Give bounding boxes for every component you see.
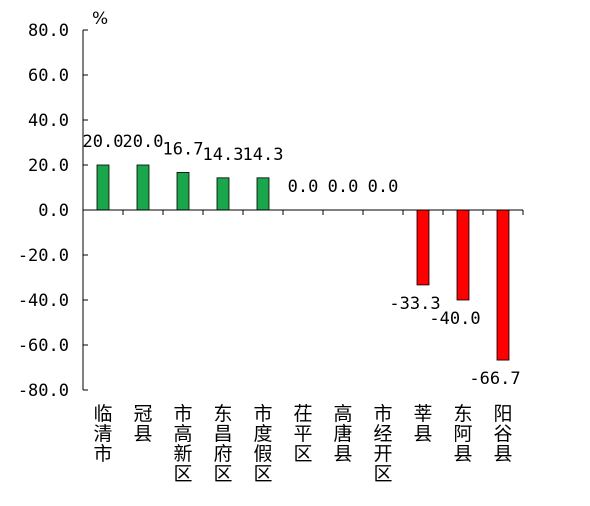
bars: [96, 164, 510, 361]
category-label: 市经开区: [373, 403, 392, 485]
data-label: 0.0: [368, 177, 399, 197]
data-label: 14.3: [243, 145, 284, 165]
data-labels: 20.0 20.0 16.7 14.3 14.30.0 0.0 0.0-33.3-40.0-…: [83, 132, 521, 389]
category-label: 高唐县: [333, 403, 352, 465]
y-tick-label: -80.0: [18, 381, 69, 401]
y-tick-label: -20.0: [18, 246, 69, 266]
y-tick-label: 20.0: [28, 156, 69, 176]
data-label: 20.0: [83, 132, 124, 152]
data-label: 16.7: [163, 139, 204, 159]
category-label: 东昌府区: [213, 403, 232, 485]
y-axis: 80.0 60.0 40.0 20.0 0.0 -20.0 -40.0 -60.0 -80.0: [18, 21, 88, 401]
y-tick-label: 40.0: [28, 111, 69, 131]
y-tick-label: 80.0: [28, 21, 69, 41]
data-label: 14.3: [203, 145, 244, 165]
category-label: 临清市: [93, 403, 112, 465]
category-label: 市高新区: [173, 403, 192, 485]
bar: [456, 209, 470, 301]
data-label: 0.0: [288, 177, 319, 197]
category-label: 冠县: [133, 403, 152, 445]
bar: [416, 209, 430, 286]
bar: [256, 177, 270, 211]
category-labels: 临清市 冠县 市高新区 东昌府区 市度假区 茌平区 高唐县 市经开区 莘县 东阿县 阳谷县: [93, 403, 512, 485]
category-label: 市度假区: [253, 403, 272, 485]
bar: [96, 164, 110, 211]
category-label: 茌平区: [293, 403, 312, 465]
category-label: 阳谷县: [493, 403, 512, 465]
bar: [496, 209, 510, 361]
y-tick-label: -40.0: [18, 291, 69, 311]
x-axis: [83, 209, 524, 215]
data-label: -33.3: [389, 294, 440, 314]
y-tick-label: 0.0: [38, 201, 69, 221]
bar: [136, 164, 150, 211]
bar: [176, 172, 190, 211]
y-tick-label: -60.0: [18, 336, 69, 356]
category-label: 莘县: [413, 403, 432, 445]
data-label: -66.7: [469, 369, 520, 389]
data-label: 0.0: [328, 177, 359, 197]
y-tick-label: 60.0: [28, 66, 69, 86]
unit-label: %: [92, 9, 108, 29]
data-label: 20.0: [123, 132, 164, 152]
category-label: 东阿县: [453, 403, 472, 465]
bar: [216, 177, 230, 211]
data-label: -40.0: [429, 309, 480, 329]
